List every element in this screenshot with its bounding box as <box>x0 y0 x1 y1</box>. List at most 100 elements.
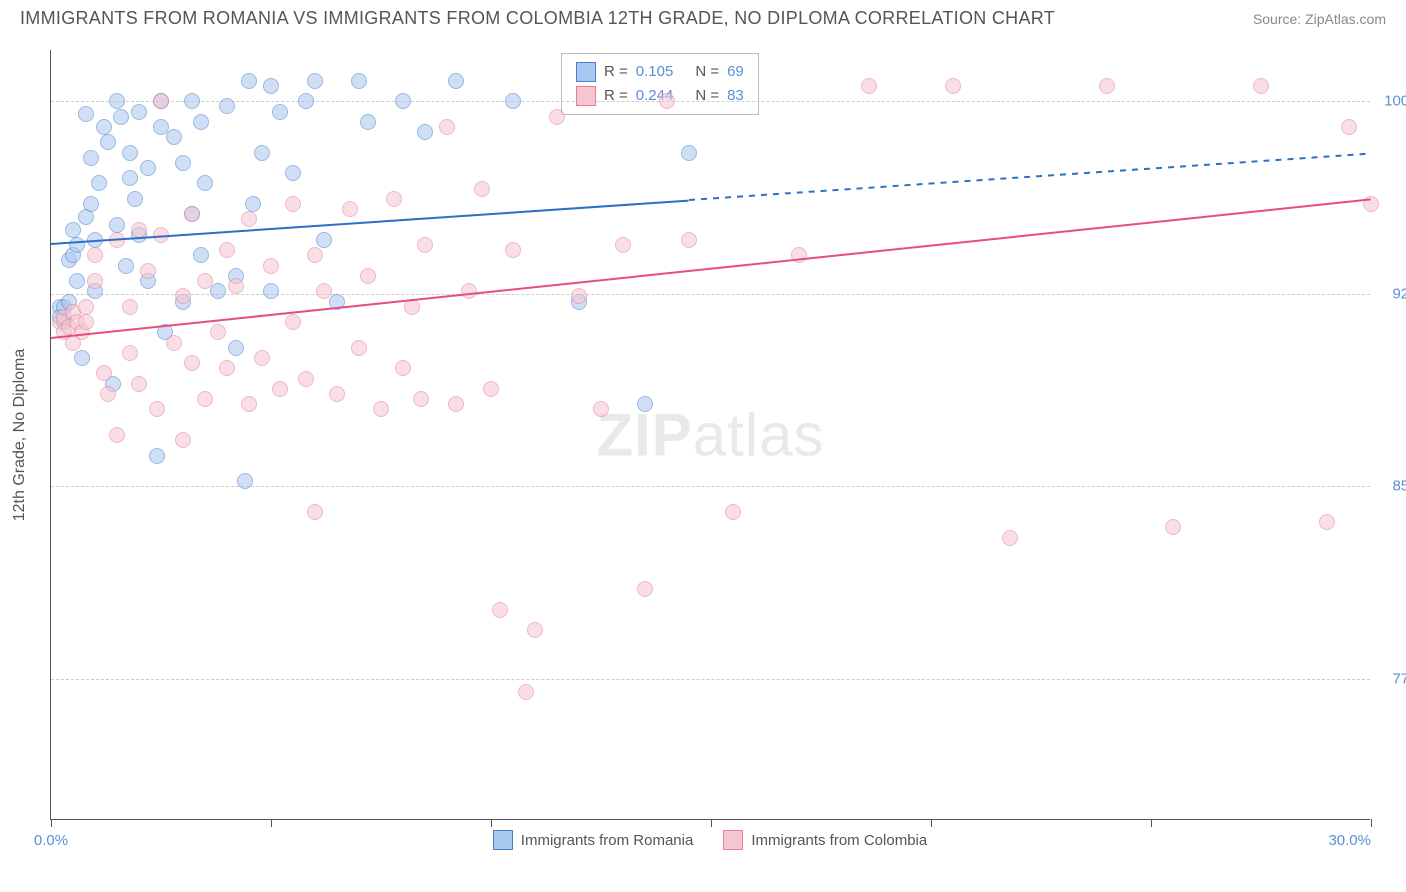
data-point <box>474 181 490 197</box>
data-point <box>342 201 358 217</box>
data-point <box>113 109 129 125</box>
data-point <box>184 206 200 222</box>
legend-row: R = 0.105 N = 69 <box>576 60 744 84</box>
data-point <box>307 247 323 263</box>
bottom-legend-item: Immigrants from Romania <box>493 830 694 850</box>
data-point <box>109 217 125 233</box>
legend-n-label: N = <box>695 60 719 84</box>
data-point <box>131 376 147 392</box>
gridline <box>51 101 1370 102</box>
data-point <box>228 340 244 356</box>
data-point <box>96 365 112 381</box>
data-point <box>518 684 534 700</box>
data-point <box>122 345 138 361</box>
data-point <box>307 504 323 520</box>
data-point <box>637 396 653 412</box>
data-point <box>254 350 270 366</box>
data-point <box>571 288 587 304</box>
legend-n-value: 69 <box>727 60 744 84</box>
data-point <box>1165 519 1181 535</box>
x-tick <box>711 819 712 827</box>
data-point <box>83 150 99 166</box>
data-point <box>263 78 279 94</box>
data-point <box>263 258 279 274</box>
legend-swatch <box>576 62 596 82</box>
data-point <box>1253 78 1269 94</box>
data-point <box>439 119 455 135</box>
data-point <box>175 432 191 448</box>
data-point <box>122 299 138 315</box>
data-point <box>461 283 477 299</box>
data-point <box>193 247 209 263</box>
data-point <box>245 196 261 212</box>
y-tick-label: 85.0% <box>1375 478 1406 495</box>
data-point <box>307 73 323 89</box>
series-name: Immigrants from Colombia <box>751 832 927 849</box>
y-tick-label: 92.5% <box>1375 285 1406 302</box>
data-point <box>298 371 314 387</box>
x-tick <box>271 819 272 827</box>
data-point <box>285 314 301 330</box>
data-point <box>417 237 433 253</box>
data-point <box>175 155 191 171</box>
data-point <box>395 93 411 109</box>
watermark: ZIPatlas <box>596 400 824 469</box>
x-tick <box>931 819 932 827</box>
data-point <box>241 211 257 227</box>
data-point <box>272 104 288 120</box>
legend-r-value: 0.105 <box>636 60 674 84</box>
data-point <box>131 222 147 238</box>
data-point <box>351 340 367 356</box>
data-point <box>615 237 631 253</box>
data-point <box>681 232 697 248</box>
data-point <box>492 602 508 618</box>
data-point <box>241 396 257 412</box>
data-point <box>386 191 402 207</box>
data-point <box>175 288 191 304</box>
data-point <box>166 335 182 351</box>
data-point <box>285 165 301 181</box>
data-point <box>83 196 99 212</box>
data-point <box>197 175 213 191</box>
data-point <box>527 622 543 638</box>
data-point <box>298 93 314 109</box>
data-point <box>945 78 961 94</box>
data-point <box>1099 78 1115 94</box>
data-point <box>74 350 90 366</box>
legend-swatch <box>723 830 743 850</box>
data-point <box>483 381 499 397</box>
data-point <box>78 106 94 122</box>
y-tick-label: 100.0% <box>1375 93 1406 110</box>
data-point <box>78 314 94 330</box>
data-point <box>360 268 376 284</box>
data-point <box>210 324 226 340</box>
data-point <box>1319 514 1335 530</box>
data-point <box>272 381 288 397</box>
data-point <box>184 355 200 371</box>
data-point <box>681 145 697 161</box>
data-point <box>166 129 182 145</box>
data-point <box>153 93 169 109</box>
data-point <box>505 93 521 109</box>
data-point <box>725 504 741 520</box>
legend-r-label: R = <box>604 60 628 84</box>
data-point <box>122 145 138 161</box>
legend-swatch <box>493 830 513 850</box>
legend-n-value: 83 <box>727 84 744 108</box>
source-label: Source: ZipAtlas.com <box>1253 11 1386 27</box>
bottom-legend: Immigrants from Romania Immigrants from C… <box>50 830 1370 850</box>
data-point <box>69 237 85 253</box>
data-point <box>197 391 213 407</box>
legend-swatch <box>576 86 596 106</box>
data-point <box>659 93 675 109</box>
data-point <box>193 114 209 130</box>
data-point <box>210 283 226 299</box>
x-tick <box>1151 819 1152 827</box>
data-point <box>241 73 257 89</box>
data-point <box>360 114 376 130</box>
data-point <box>417 124 433 140</box>
data-point <box>285 196 301 212</box>
data-point <box>263 283 279 299</box>
gridline <box>51 294 1370 295</box>
data-point <box>861 78 877 94</box>
